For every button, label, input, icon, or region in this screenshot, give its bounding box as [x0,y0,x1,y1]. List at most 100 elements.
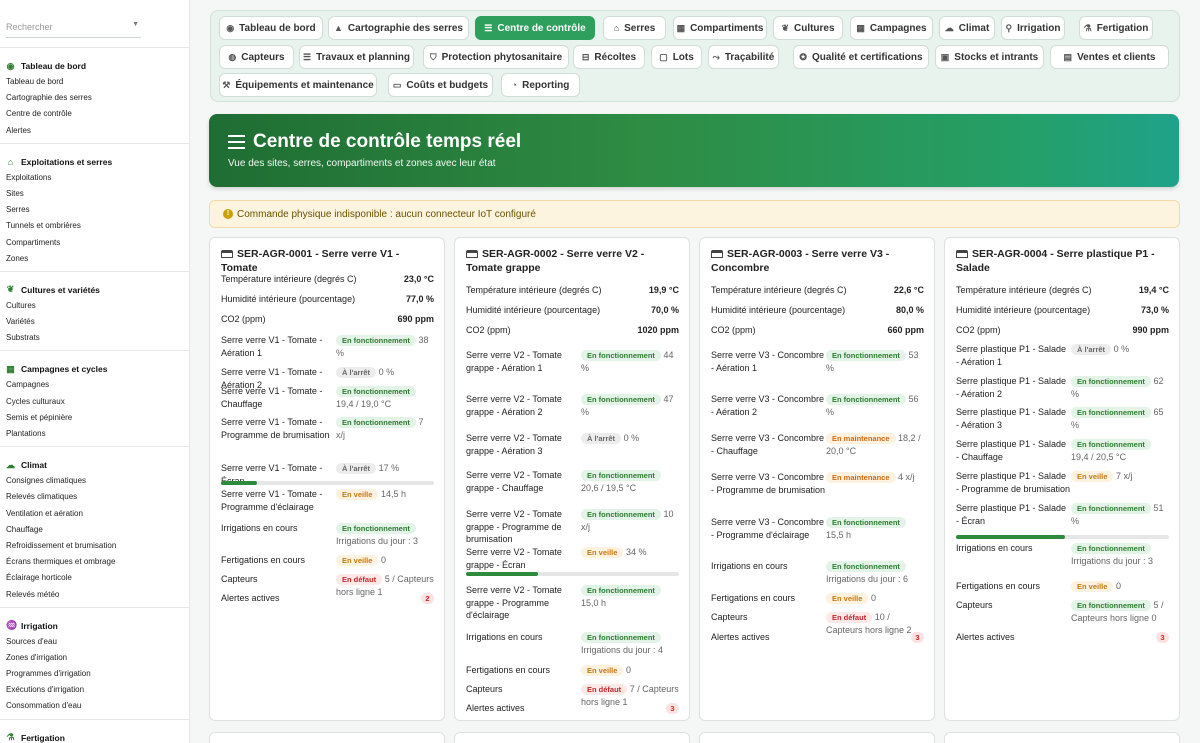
irrigation-row-label[interactable]: Irrigations en cours [956,543,1033,553]
sidebar-item[interactable]: Cartographie des serres [6,93,92,103]
tab-19[interactable]: ⚒ Équipements et maintenance [219,73,377,97]
sidebar-item[interactable]: Tableau de bord [6,77,64,86]
sidebar-item[interactable]: Chauffage [6,524,43,534]
sensors-row-label[interactable]: Capteurs [956,600,993,610]
sidebar-item[interactable]: Refroidissement et brumisation [6,540,117,550]
alerts-label[interactable]: Alertes actives [221,593,280,603]
sidebar-item[interactable]: Zones d'irrigation [6,652,68,662]
sidebar-section-header[interactable]: ▦ Campagnes et cycles [0,361,189,377]
sidebar-item[interactable]: Campagnes [6,380,50,390]
irrigation-row-label[interactable]: Irrigations en cours [466,632,543,642]
greenhouse-card[interactable]: SER-AGR-0002 - Serre verre V2 - Tomate g… [454,237,690,721]
equipment-name[interactable]: Serre plastique P1 - Salade - Aération 1 [956,344,1067,367]
equipment-name[interactable]: Serre plastique P1 - Salade - Aération 3 [956,407,1067,430]
sidebar-item[interactable]: Consommation d'eau [6,701,82,711]
irrigation-row-label[interactable]: Irrigations en cours [711,561,788,571]
tab-13[interactable]: ⊟ Récoltes [573,45,645,69]
search-select[interactable]: Rechercher ▼ [6,21,141,38]
tab-12[interactable]: ⛉ Protection phytosanitaire [423,45,569,69]
tab-18[interactable]: ▤ Ventes et clients [1050,45,1169,69]
tab-21[interactable]: ◔ Reporting [501,73,580,97]
card-title[interactable]: SER-AGR-0002 - Serre verre V2 - Tomate g… [466,247,681,275]
greenhouse-card-partial[interactable]: SER-AGR-0007 [699,732,935,743]
sidebar-item[interactable]: Éclairage horticole [6,573,72,583]
equipment-name[interactable]: Serre verre V3 - Concombre - Aération 1 [711,350,825,373]
sidebar-item[interactable]: Consignes climatiques [6,476,87,486]
tab-1[interactable]: ▲ Cartographie des serres [328,16,469,40]
sidebar-item[interactable]: Cycles culturaux [6,396,65,406]
fertigation-row-label[interactable]: Fertigations en cours [711,593,796,603]
equipment-name[interactable]: Serre verre V2 - Tomate grappe - Aératio… [466,394,562,417]
tab-0[interactable]: ◉ Tableau de bord [219,16,323,40]
tab-20[interactable]: ▭ Coûts et budgets [388,73,493,97]
equipment-name[interactable]: Serre verre V1 - Tomate - Programme d'éc… [221,489,323,512]
tab-10[interactable]: ◍ Capteurs [219,45,294,69]
sidebar-item[interactable]: Zones [6,253,29,263]
sensors-row-label[interactable]: Capteurs [711,612,748,622]
sidebar-section-header[interactable]: ⚗ Fertigation [0,730,189,743]
sidebar-item[interactable]: Cultures [6,300,36,310]
sidebar-item[interactable]: Relevés climatiques [6,492,78,502]
sidebar-item[interactable]: Exécutions d'irrigation [6,685,85,695]
sidebar-item[interactable]: Variétés [6,317,35,327]
chevron-down-icon[interactable]: ▼ [132,21,139,28]
tab-6[interactable]: ▦ Campagnes [850,16,933,40]
sidebar-section-header[interactable]: ⌂ Exploitations et serres [0,154,189,170]
equipment-name[interactable]: Serre verre V2 - Tomate grappe - Écran [466,547,562,570]
greenhouse-card-partial[interactable]: SER-AGR-0008 [944,732,1180,743]
equipment-name[interactable]: Serre verre V2 - Tomate grappe - Aératio… [466,433,562,456]
sidebar-item[interactable]: Relevés météo [6,589,60,599]
sidebar-item[interactable]: Écrans thermiques et ombrage [6,557,116,567]
sidebar-section-header[interactable]: ♒ Irrigation [0,618,189,634]
card-title[interactable]: SER-AGR-0003 - Serre verre V3 - Concombr… [711,247,926,275]
equipment-name[interactable]: Serre verre V2 - Tomate grappe - Chauffa… [466,470,562,493]
equipment-name[interactable]: Serre verre V3 - Concombre - Programme d… [711,472,826,495]
fertigation-row-label[interactable]: Fertigations en cours [956,581,1041,591]
sidebar-section-header[interactable]: ☁ Climat [0,457,189,473]
tab-14[interactable]: ▢ Lots [651,45,702,69]
equipment-name[interactable]: Serre verre V1 - Tomate - Écran [221,463,323,486]
greenhouse-card[interactable]: SER-AGR-0001 - Serre verre V1 - Tomate Te… [209,237,445,721]
alerts-count-badge[interactable]: 3 [911,632,924,643]
equipment-name[interactable]: Serre plastique P1 - Salade - Écran [956,503,1067,526]
irrigation-row-label[interactable]: Irrigations en cours [221,523,298,533]
alerts-label[interactable]: Alertes actives [466,703,525,713]
sidebar-item[interactable]: Tunnels et ombrières [6,221,81,231]
alerts-count-badge[interactable]: 2 [421,593,434,604]
sidebar-item[interactable]: Centre de contrôle [6,109,72,119]
greenhouse-card-partial[interactable]: SER-AGR-0006 [454,732,690,743]
tab-4[interactable]: ▦ Compartiments [673,16,767,40]
tab-16[interactable]: ✪ Qualité et certifications [793,45,929,69]
tab-2[interactable]: ☰ Centre de contrôle [475,16,595,40]
equipment-name[interactable]: Serre verre V3 - Concombre - Programme d… [711,517,825,540]
equipment-name[interactable]: Serre verre V2 - Tomate grappe - Aératio… [466,350,562,373]
sensors-row-label[interactable]: Capteurs [466,684,503,694]
card-title[interactable]: SER-AGR-0004 - Serre plastique P1 - Sala… [956,247,1171,275]
sidebar-item[interactable]: Compartiments [6,237,61,247]
equipment-name[interactable]: Serre plastique P1 - Salade - Aération 2 [956,376,1067,399]
alerts-count-badge[interactable]: 3 [1156,632,1169,643]
sidebar-item[interactable]: Serres [6,205,30,215]
fertigation-row-label[interactable]: Fertigations en cours [466,665,551,675]
equipment-name[interactable]: Serre verre V2 - Tomate grappe - Program… [466,509,562,544]
greenhouse-card[interactable]: SER-AGR-0003 - Serre verre V3 - Concombr… [699,237,935,721]
equipment-name[interactable]: Serre plastique P1 - Salade - Chauffage [956,439,1067,462]
alerts-label[interactable]: Alertes actives [956,632,1015,642]
sidebar-section-header[interactable]: ◉ Tableau de bord [0,58,189,74]
tab-15[interactable]: ⤳ Traçabilité [708,45,779,69]
equipment-name[interactable]: Serre verre V3 - Concombre - Aération 2 [711,394,825,417]
card-title[interactable]: SER-AGR-0001 - Serre verre V1 - Tomate [221,247,436,275]
equipment-name[interactable]: Serre verre V1 - Tomate - Chauffage [221,386,323,409]
sidebar-item[interactable]: Substrats [6,333,40,343]
tab-8[interactable]: ⚲ Irrigation [1001,16,1065,40]
tab-17[interactable]: ▣ Stocks et intrants [935,45,1044,69]
sidebar-item[interactable]: Programmes d'irrigation [6,669,91,679]
sidebar-item[interactable]: Ventilation et aération [6,508,83,518]
equipment-name[interactable]: Serre plastique P1 - Salade - Programme … [956,471,1071,494]
sidebar-item[interactable]: Sites [6,188,24,198]
sidebar-item[interactable]: Exploitations [6,172,52,182]
equipment-name[interactable]: Serre verre V1 - Tomate - Programme de b… [221,417,330,440]
sidebar-item[interactable]: Alertes [6,125,31,135]
alerts-count-badge[interactable]: 3 [666,703,679,714]
sidebar-item[interactable]: Sources d'eau [6,636,57,646]
